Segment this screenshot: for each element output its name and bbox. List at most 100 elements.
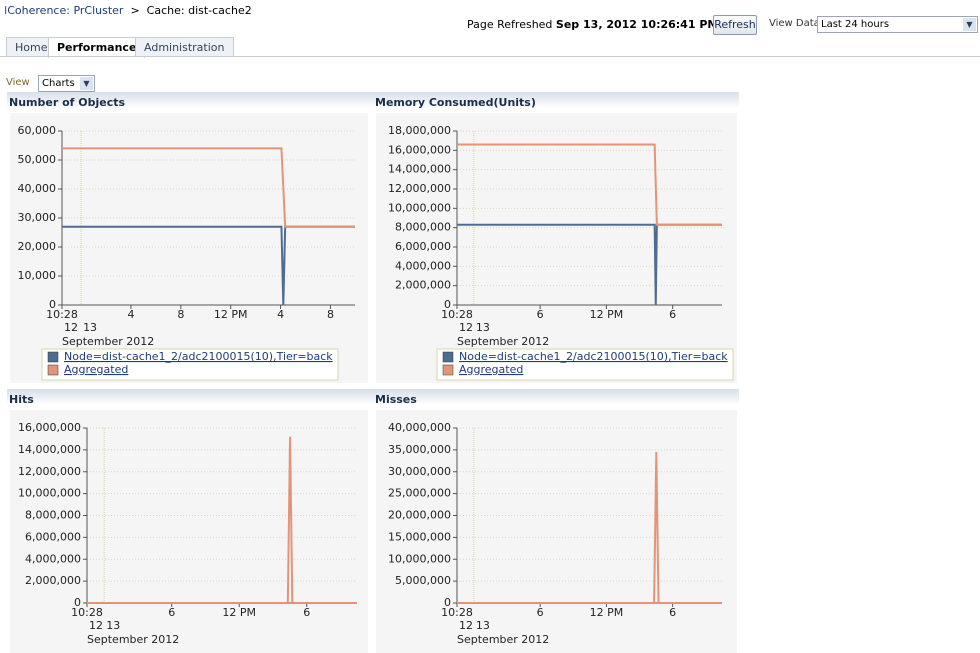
legend-entry[interactable]: Aggregated [459, 363, 523, 376]
x-tick-label: 4 [277, 308, 284, 321]
line-series [457, 223, 722, 306]
legend-swatch [47, 364, 59, 376]
x-tick-label: 12 PM [590, 606, 624, 619]
x-tick-label: 12 PM [214, 308, 248, 321]
y-tick-label: 0 [49, 298, 56, 311]
x-tick-label: 12 PM [590, 308, 624, 321]
refreshed-time: Sep 13, 2012 10:26:41 PM PDT [555, 18, 747, 31]
x-tick-label: 8 [177, 308, 184, 321]
separator: > [130, 4, 140, 17]
y-tick-label: 25,000,000 [388, 487, 451, 500]
legend-entry[interactable]: Node=dist-cache1_2/adc2100015(10),Tier=b… [64, 350, 333, 363]
cache-name: Cache: dist-cache2 [146, 4, 252, 17]
y-tick-label: 10,000,000 [388, 552, 451, 565]
y-tick-label: 30,000,000 [388, 465, 451, 478]
y-tick-label: 20,000,000 [388, 509, 451, 522]
x-tick-label: 6 [168, 606, 175, 619]
x-date-label: 12 [89, 619, 103, 632]
y-tick-label: 16,000,000 [18, 421, 81, 434]
y-tick-label: 20,000 [18, 240, 57, 253]
x-axis-label: September 2012 [87, 633, 179, 646]
cluster-link[interactable]: Coherence: PrCluster [7, 4, 124, 17]
x-date-label: 12 [459, 321, 473, 334]
line-series [62, 147, 355, 228]
y-tick-label: 50,000 [18, 153, 57, 166]
x-date-label: 12 [459, 619, 473, 632]
refresh-button[interactable]: Refresh [713, 15, 757, 35]
y-tick-label: 4,000,000 [395, 259, 451, 272]
x-date-label: 13 [476, 321, 490, 334]
x-tick-label: 10:28 [71, 606, 103, 619]
chart-title: Memory Consumed(Units) [375, 96, 536, 109]
legend-entry[interactable]: Aggregated [64, 363, 128, 376]
legend-entry[interactable]: Node=dist-cache1_2/adc2100015(10),Tier=b… [459, 350, 728, 363]
y-tick-label: 16,000,000 [388, 143, 451, 156]
x-date-label: 13 [106, 619, 120, 632]
chart-title: Number of Objects [9, 96, 125, 109]
y-tick-label: 60,000 [18, 124, 57, 137]
tab[interactable]: Performance [48, 37, 146, 58]
x-tick-label: 6 [669, 308, 676, 321]
y-tick-label: 18,000,000 [388, 124, 451, 137]
x-axis-label: September 2012 [62, 335, 154, 348]
y-tick-label: 10,000,000 [388, 201, 451, 214]
y-tick-label: 8,000,000 [25, 509, 81, 522]
y-tick-label: 6,000,000 [25, 530, 81, 543]
y-tick-label: 2,000,000 [25, 574, 81, 587]
refreshed: Page Refreshed Sep 13, 2012 10:26:41 PM … [467, 18, 747, 31]
x-tick-label: 10:28 [441, 606, 473, 619]
y-tick-label: 40,000,000 [388, 421, 451, 434]
y-tick-label: 14,000,000 [388, 163, 451, 176]
plot-background [376, 410, 737, 653]
x-tick-label: 8 [327, 308, 334, 321]
view-select[interactable]: Charts ▼ [38, 75, 95, 92]
chart-title: Hits [9, 393, 34, 406]
x-date-label: 13 [83, 321, 97, 334]
y-tick-label: 2,000,000 [395, 279, 451, 292]
line-series [62, 225, 355, 306]
y-tick-label: 0 [74, 596, 81, 609]
x-tick-label: 6 [669, 606, 676, 619]
y-tick-label: 35,000,000 [388, 443, 451, 456]
legend-swatch [47, 351, 59, 363]
view-data-value: Last 24 hours [821, 19, 890, 30]
y-tick-label: 40,000 [18, 182, 57, 195]
x-tick-label: 12 PM [222, 606, 256, 619]
y-tick-label: 4,000,000 [25, 552, 81, 565]
y-tick-label: 12,000,000 [388, 182, 451, 195]
plot-background [10, 113, 368, 383]
x-date-label: 13 [476, 619, 490, 632]
plot-background [376, 113, 737, 383]
x-axis-label: September 2012 [457, 633, 549, 646]
y-tick-label: 0 [444, 298, 451, 311]
breadcrumb: ICoherence: PrCluster > Cache: dist-cach… [4, 4, 252, 17]
view-data-label: View Data [769, 18, 820, 29]
line-series [457, 452, 722, 604]
y-tick-label: 10,000 [18, 269, 57, 282]
legend-box [41, 348, 339, 381]
view-data-select[interactable]: Last 24 hours ▼ [817, 16, 978, 33]
dropdown-arrow: ▼ [80, 77, 93, 90]
x-tick-label: 6 [303, 606, 310, 619]
legend-swatch [442, 351, 454, 363]
y-tick-label: 30,000 [18, 211, 57, 224]
x-tick-label: 6 [537, 606, 544, 619]
x-tick-label: 10:28 [46, 308, 78, 321]
tab[interactable]: Home [6, 37, 57, 57]
view-value: Charts [42, 78, 75, 89]
legend-box [436, 348, 734, 381]
dropdown-arrow: ▼ [963, 18, 976, 31]
refreshed-label: Page Refreshed [467, 18, 553, 31]
y-tick-label: 12,000,000 [18, 465, 81, 478]
tab[interactable]: Administration [135, 37, 234, 57]
panel-header [7, 92, 739, 108]
x-tick-label: 6 [537, 308, 544, 321]
line-series [87, 436, 357, 604]
tab-rule [0, 56, 980, 57]
view-label: View [6, 77, 30, 88]
panel-header [7, 389, 739, 405]
legend-swatch [442, 364, 454, 376]
y-tick-label: 6,000,000 [395, 240, 451, 253]
